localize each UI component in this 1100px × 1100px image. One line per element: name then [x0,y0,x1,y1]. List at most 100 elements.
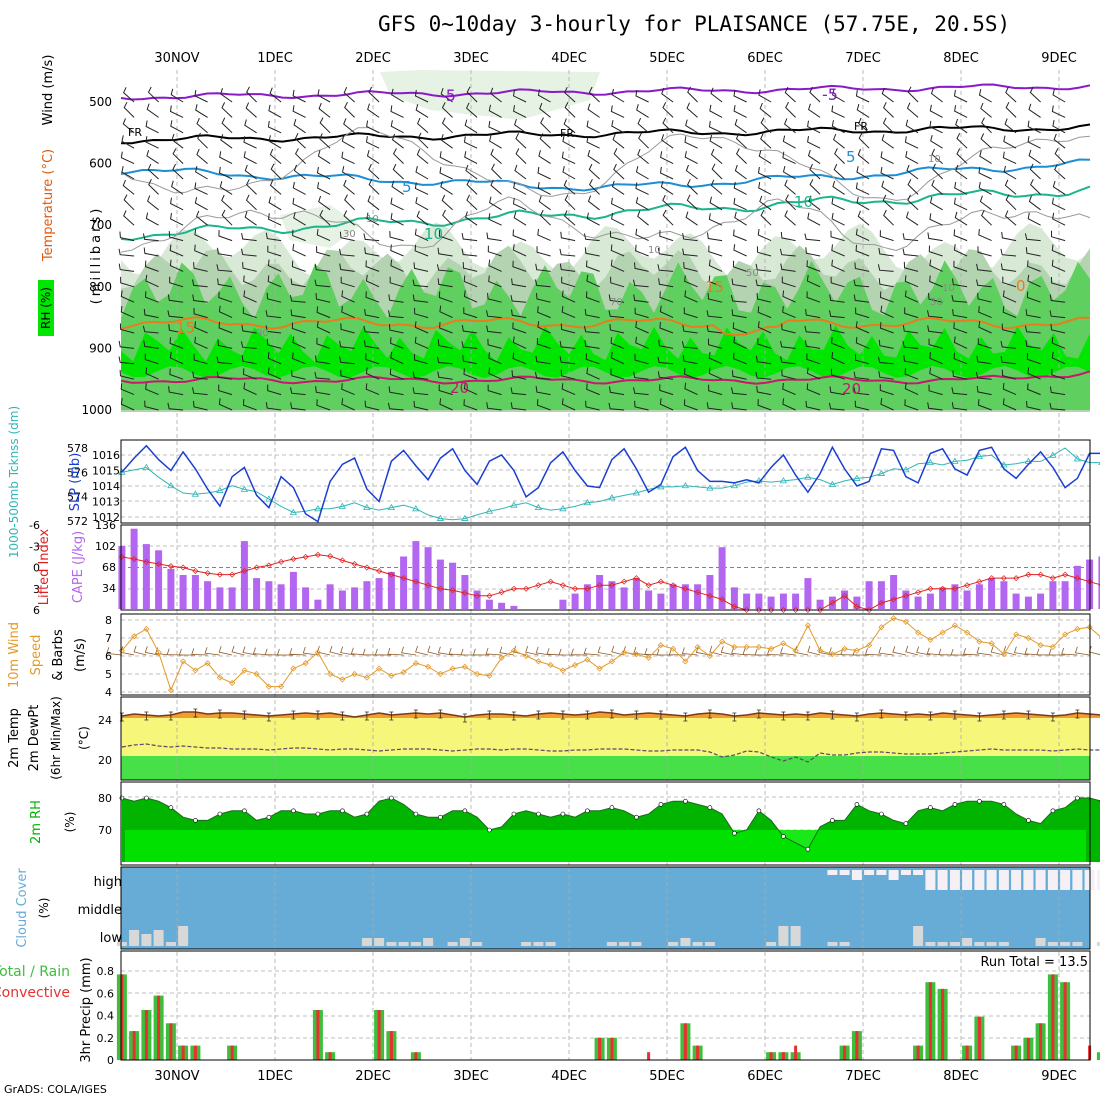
wind-barb [486,232,502,242]
temp-minmax-bar [487,710,492,720]
wind-barb [539,133,551,149]
temp-minmax-bar [217,709,222,719]
cape-bar [890,575,898,609]
wind-barb [1051,244,1066,257]
precip-convective-bar [1039,1023,1043,1060]
wind-barb [142,325,159,334]
li-point [449,587,456,594]
thickness-point [240,485,249,492]
wind-barb [340,323,355,334]
wind-barb [314,371,331,380]
wind-barb [367,103,380,118]
wind-barb [707,338,723,349]
wind-barb [267,367,282,380]
contour-label: 5 [402,178,412,196]
thickness-tick-label: 576 [67,466,88,479]
wind-barb [314,279,331,288]
wind-barb [782,290,796,303]
cape-tick-label: 68 [102,561,116,574]
wind-barb [221,117,233,134]
contour-label: -5 [822,85,838,104]
wind-barb [269,179,282,195]
li-point [155,560,162,567]
wind-barb [487,384,502,396]
wind-barb [536,293,551,303]
wind-barb [291,322,306,334]
temp-minmax-bar [928,711,933,721]
contour-label: 0 [1016,277,1026,295]
wind-barb [461,325,478,334]
surface-wind-barb [472,648,490,656]
wind-barb [880,398,894,411]
li-point [486,592,493,599]
wind-barb [584,247,600,257]
li-point [474,592,481,599]
cloud-low-bar [165,942,176,946]
wind-barb [242,368,257,380]
wind-barb [218,166,233,180]
temp-minmax-bar [242,710,247,720]
wind-barb [339,248,355,257]
wind-speed-point [633,651,640,658]
wind-barb [145,383,159,396]
wind-speed-point [327,670,334,678]
wind-barb [343,179,355,195]
wind-barb [708,120,723,134]
wind-barb [293,164,306,180]
rh-point [952,802,958,807]
cape-bar [657,593,665,609]
wind-barb [515,132,527,149]
rh-point [1001,802,1007,807]
wind-barb [611,180,625,195]
wind-speed-point [253,670,260,678]
cape-bar [155,550,163,609]
wind-barb [588,179,600,195]
wind-barb [365,274,380,288]
wind-barb [586,383,600,396]
thickness-point [681,481,690,489]
axis-label-speed: Speed [29,635,44,676]
precip-convective-bar [696,1045,700,1060]
wind-barb [706,325,723,334]
pressure-tick-label: 700 [89,218,112,232]
contour-label: 10 [928,154,941,165]
wind-speed-point [804,622,811,629]
cloud-low-bar [545,942,556,946]
wind-barb [907,179,919,195]
cloud-tick-label: middle [78,903,122,918]
cloud-low-bar [692,942,703,946]
wind-barb [633,294,649,303]
precip-convective-bar [598,1037,602,1060]
wind-barb [1053,133,1066,149]
wind-barb [902,248,919,257]
temp-minmax-bar [462,713,467,723]
wind-barb [608,294,625,303]
cape-bar [877,581,885,609]
slp-tick-label: 1016 [92,449,120,462]
precip-convective-bar [1026,1037,1030,1060]
wind-barb [561,398,576,411]
wind-barb [709,134,723,149]
wind-barb [858,117,870,134]
wind-barb [1000,356,1017,365]
wind-barb [292,89,306,103]
surface-wind-barb [892,646,906,656]
wind-barb [146,103,159,118]
li-point [731,603,738,610]
wind-speed-point [523,652,530,660]
wind-barb [172,148,184,164]
day-label-bottom: 5DEC [649,1069,685,1084]
wind-barb [634,354,649,365]
wind-barb [956,132,968,149]
precip-convective-bar [794,1045,798,1060]
thickness-point [583,498,592,506]
wind-barb [564,86,576,103]
precip-convective-bar [1051,974,1055,1060]
wind-barb [341,290,355,303]
wind-barb [1026,353,1041,365]
wind-speed-point [241,667,248,674]
surface-wind-barb [976,646,992,656]
cape-bar [779,593,787,609]
wind-barb [564,101,576,118]
wind-barb [780,263,796,272]
